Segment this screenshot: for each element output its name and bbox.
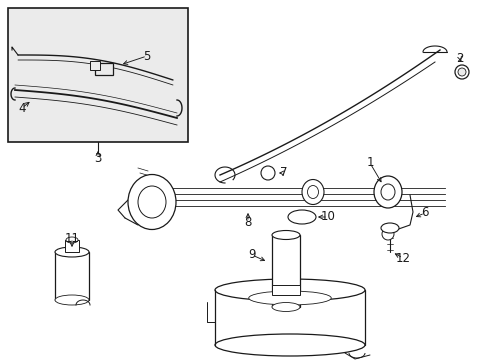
Ellipse shape [271, 230, 299, 239]
Text: 7: 7 [280, 166, 287, 180]
Ellipse shape [454, 65, 468, 79]
Ellipse shape [271, 302, 299, 311]
Bar [8, 8, 187, 142]
Bar [65, 240, 79, 252]
Bar [271, 235, 299, 307]
Text: 6: 6 [420, 207, 428, 220]
Bar [271, 285, 299, 295]
Ellipse shape [381, 228, 393, 240]
Text: 8: 8 [244, 216, 251, 229]
Ellipse shape [307, 185, 318, 198]
Text: 1: 1 [366, 157, 373, 170]
Ellipse shape [380, 184, 394, 200]
Text: 9: 9 [248, 248, 255, 261]
Bar [90, 61, 100, 70]
Bar [95, 63, 113, 75]
Ellipse shape [215, 334, 364, 356]
Ellipse shape [215, 279, 364, 301]
Text: 10: 10 [320, 211, 335, 224]
Ellipse shape [261, 166, 274, 180]
Text: 4: 4 [18, 102, 26, 114]
Ellipse shape [55, 247, 89, 257]
Text: 3: 3 [94, 152, 102, 165]
Text: 2: 2 [455, 51, 463, 64]
Ellipse shape [128, 175, 176, 230]
Ellipse shape [302, 180, 324, 204]
Ellipse shape [380, 223, 398, 233]
Ellipse shape [66, 237, 78, 243]
Text: 11: 11 [64, 231, 80, 244]
Text: 5: 5 [143, 49, 150, 63]
Ellipse shape [138, 186, 165, 218]
Bar [55, 252, 89, 300]
Text: 12: 12 [395, 252, 409, 265]
Ellipse shape [248, 291, 330, 305]
Ellipse shape [457, 68, 465, 76]
Ellipse shape [373, 176, 401, 208]
Ellipse shape [287, 210, 315, 224]
Ellipse shape [55, 295, 89, 305]
